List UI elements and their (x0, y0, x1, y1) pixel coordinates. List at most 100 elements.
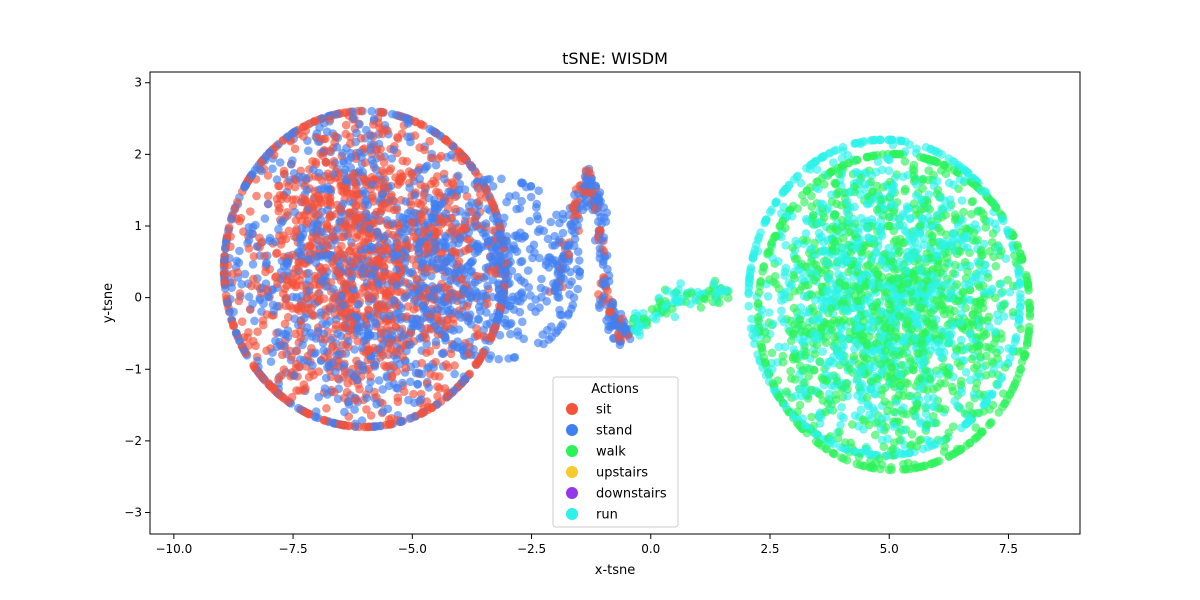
scatter-point (243, 333, 252, 343)
scatter-point (307, 344, 316, 353)
scatter-point (860, 137, 869, 146)
scatter-point (532, 199, 541, 209)
scatter-point (431, 337, 441, 347)
scatter-point (324, 185, 333, 195)
scatter-point (696, 303, 706, 312)
scatter-point (582, 197, 591, 207)
scatter-point (973, 305, 983, 315)
scatter-point (450, 270, 460, 279)
scatter-point (869, 346, 879, 356)
scatter-point (849, 303, 858, 313)
scatter-point (376, 247, 385, 257)
scatter-point (229, 307, 238, 317)
scatter-point (1015, 303, 1025, 312)
scatter-point (424, 362, 433, 372)
scatter-point (314, 195, 324, 204)
scatter-point (817, 302, 827, 312)
scatter-point (825, 225, 835, 234)
scatter-point (346, 139, 355, 148)
scatter-point (425, 136, 435, 146)
scatter-point (481, 219, 491, 228)
scatter-point (1005, 390, 1014, 400)
scatter-point (993, 316, 1003, 326)
scatter-point (766, 240, 776, 249)
scatter-point (491, 322, 500, 332)
scatter-point (331, 320, 341, 330)
scatter-point (1014, 315, 1024, 324)
scatter-point (821, 407, 831, 417)
scatter-point (383, 246, 392, 255)
scatter-point (378, 385, 388, 394)
scatter-point (296, 240, 306, 250)
scatter-point (959, 207, 968, 217)
scatter-point (940, 442, 949, 451)
scatter-point (948, 386, 958, 396)
scatter-point (401, 363, 411, 373)
scatter-point (762, 334, 771, 344)
scatter-point (963, 295, 973, 304)
scatter-point (922, 385, 932, 395)
scatter-point (883, 221, 892, 230)
scatter-point (789, 355, 798, 364)
scatter-point (837, 384, 847, 394)
scatter-point (372, 399, 381, 409)
scatter-point (263, 199, 273, 209)
scatter-point (279, 231, 288, 240)
scatter-point (912, 144, 921, 153)
scatter-point (891, 235, 901, 245)
scatter-point (864, 250, 874, 259)
scatter-point (756, 278, 765, 287)
scatter-point (899, 425, 908, 435)
scatter-point (516, 257, 525, 267)
scatter-point (818, 347, 827, 356)
scatter-point (274, 375, 283, 384)
scatter-point (795, 400, 805, 410)
scatter-point (797, 327, 806, 337)
scatter-point (807, 385, 816, 395)
scatter-point (539, 339, 548, 349)
scatter-point (370, 331, 380, 341)
scatter-point (837, 402, 846, 412)
scatter-point (533, 214, 543, 224)
scatter-point (486, 351, 496, 360)
scatter-point (864, 401, 873, 411)
scatter-point (413, 380, 422, 389)
scatter-point (798, 366, 808, 375)
scatter-point (374, 376, 384, 385)
scatter-point (603, 286, 612, 296)
scatter-point (859, 270, 868, 280)
scatter-point (936, 227, 945, 236)
scatter-point (299, 386, 308, 395)
scatter-point (523, 266, 533, 275)
scatter-point (413, 198, 423, 208)
scatter-point (956, 335, 966, 345)
scatter-point (466, 258, 476, 267)
scatter-point (895, 247, 904, 256)
scatter-point (709, 279, 719, 288)
scatter-point (867, 278, 877, 288)
scatter-point (322, 127, 332, 136)
scatter-point (849, 214, 858, 224)
scatter-point (567, 304, 576, 314)
scatter-point (252, 191, 261, 201)
scatter-point (971, 433, 981, 443)
scatter-point (761, 217, 770, 226)
scatter-point (754, 288, 764, 297)
scatter-point (393, 133, 402, 142)
scatter-point (843, 151, 853, 160)
scatter-point (513, 233, 523, 243)
scatter-point (397, 333, 407, 342)
scatter-point (482, 185, 491, 195)
scatter-point (406, 377, 415, 387)
scatter-point (862, 339, 872, 348)
scatter-point (952, 280, 962, 289)
scatter-point (827, 197, 837, 206)
scatter-point (929, 385, 938, 394)
scatter-point (832, 286, 842, 295)
scatter-point (997, 214, 1007, 223)
scatter-point (777, 306, 786, 316)
scatter-point (1015, 278, 1025, 287)
scatter-point (518, 317, 527, 327)
scatter-point (930, 323, 939, 333)
